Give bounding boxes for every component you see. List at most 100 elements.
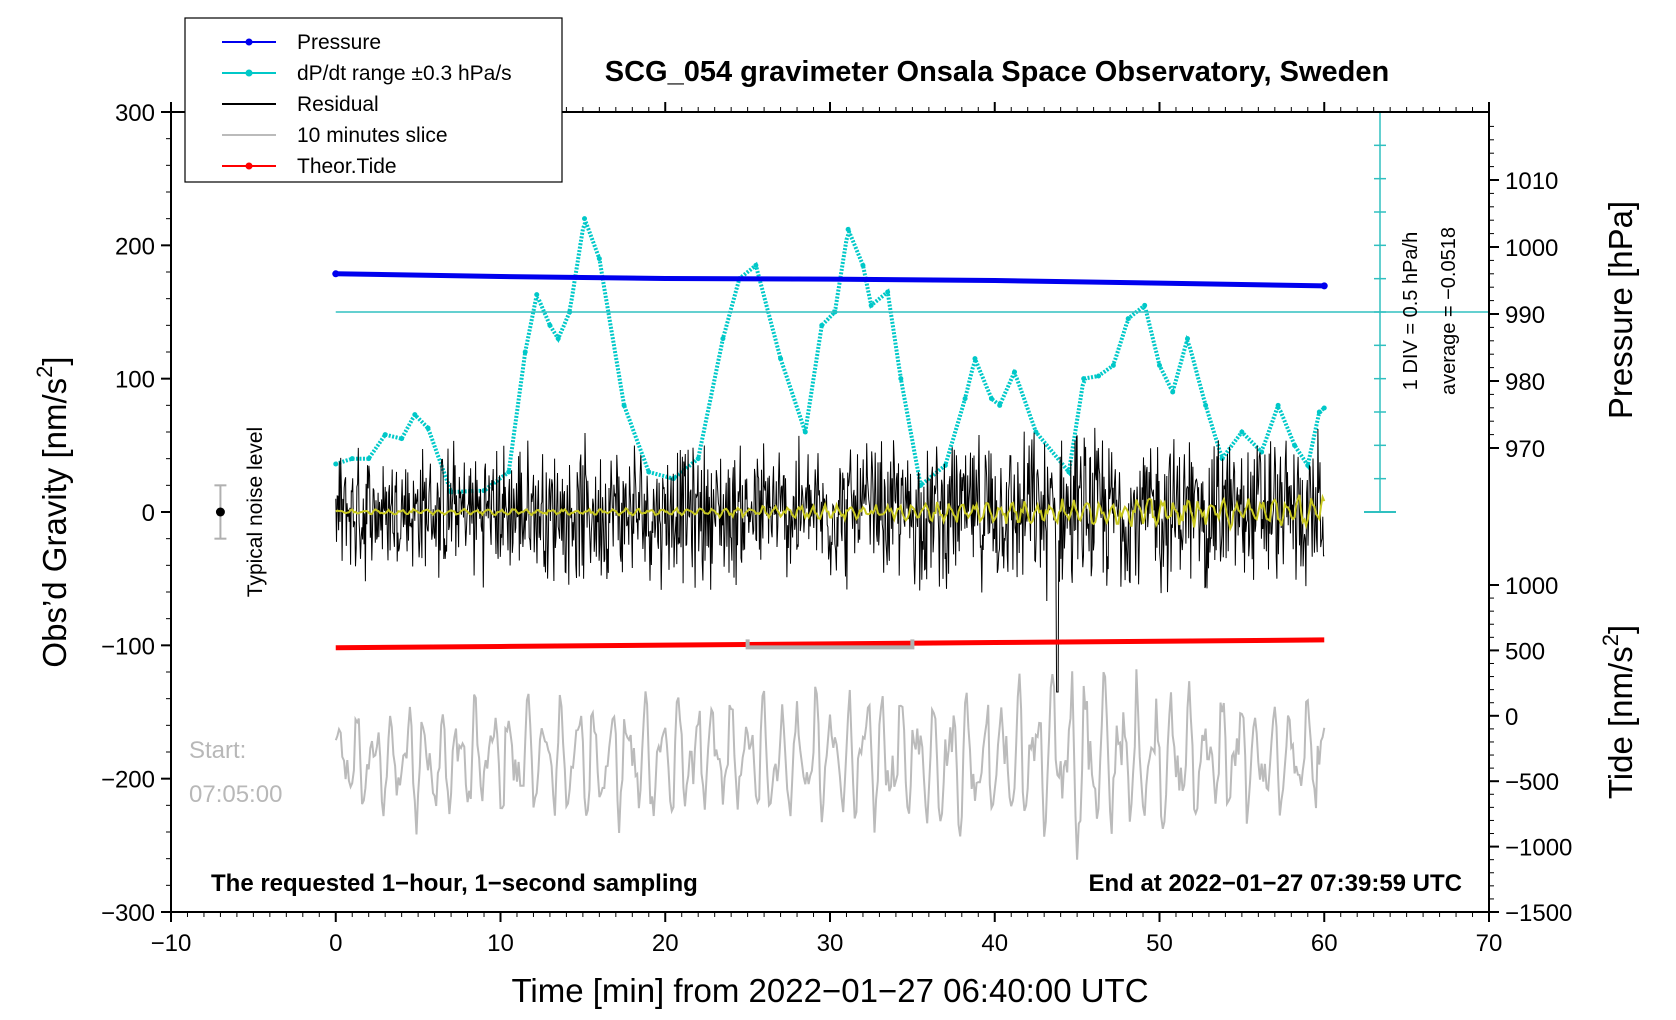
- tide-series-line: [335, 637, 1325, 651]
- noise-level-label: Typical noise level: [244, 427, 267, 597]
- dpdt-point: [898, 376, 904, 382]
- dpdt-point: [1125, 316, 1131, 322]
- y-tick-label: −200: [101, 767, 155, 794]
- dpdt-point: [885, 289, 891, 295]
- x-tick-label: 0: [329, 930, 342, 957]
- svg-text:average = −0.0518: average = −0.0518: [1438, 227, 1460, 395]
- dpdt-point: [1157, 362, 1162, 368]
- legend: Pressure dP/dt range ±0.3 hPa/s Residual 10…: [184, 17, 563, 183]
- x-tick-label: 20: [652, 930, 679, 957]
- dpdt-point: [547, 322, 553, 328]
- dpdt-point: [506, 469, 512, 475]
- x-tick-label: 70: [1476, 930, 1503, 957]
- dpdt-point: [621, 402, 627, 408]
- dpdt-point: [1142, 302, 1148, 308]
- dpdt-scale-label: 1 DIV = 0.5 hPa/h: [1400, 232, 1422, 390]
- dpdt-point: [333, 461, 339, 467]
- dpdt-point: [972, 356, 978, 362]
- dpdt-point: [399, 436, 405, 442]
- dpdt-average-label: average = −0.0518: [1438, 227, 1460, 395]
- dpdt-point: [1096, 373, 1102, 379]
- dpdt-point: [1081, 376, 1087, 382]
- y-tick-label: −300: [101, 900, 155, 927]
- x-axis-label: Time [min] from 2022−01−27 06:40:00 UTC: [511, 972, 1148, 1009]
- end-time-note: End at 2022−01−27 07:39:59 UTC: [1088, 870, 1462, 897]
- dpdt-point: [1170, 389, 1176, 395]
- dpdt-point: [646, 469, 652, 475]
- legend-box: [184, 17, 563, 183]
- legend-marker: [245, 38, 253, 46]
- dpdt-point: [868, 302, 874, 308]
- dpdt-point: [1321, 405, 1327, 411]
- dpdt-point: [522, 349, 528, 355]
- dpdt-point: [778, 356, 784, 362]
- x-tick-label: 30: [817, 930, 844, 957]
- tide-tick-label: 500: [1505, 638, 1545, 665]
- y-tick-label: 100: [115, 367, 155, 394]
- x-tick-label: 10: [487, 930, 514, 957]
- pressure-tick-label: 990: [1505, 302, 1545, 329]
- dpdt-point: [695, 456, 701, 462]
- legend-label: 10 minutes slice: [297, 124, 448, 147]
- dpdt-point: [1239, 429, 1245, 435]
- dpdt-point: [555, 336, 561, 342]
- x-tick-label: 60: [1311, 930, 1338, 957]
- pressure-tick-label: 1010: [1505, 168, 1558, 195]
- svg-text:Obs’d Gravity [nm/s2]: Obs’d Gravity [nm/s2]: [32, 356, 73, 667]
- dpdt-point: [1110, 362, 1116, 368]
- slice-bracket: [745, 639, 915, 650]
- dpdt-point: [1275, 402, 1281, 408]
- x-tick-label: 50: [1146, 930, 1173, 957]
- noise-dot: [215, 507, 225, 517]
- slice-series-line: [334, 669, 1326, 860]
- dpdt-point: [720, 336, 726, 342]
- pressure-series-line: [335, 271, 1325, 289]
- tide-tick-label: −500: [1505, 769, 1559, 796]
- dpdt-point: [534, 292, 540, 298]
- x-tick-label: 40: [981, 930, 1008, 957]
- dpdt-point: [349, 456, 355, 462]
- dpdt-point: [845, 226, 851, 232]
- dpdt-point: [1292, 442, 1298, 448]
- dpdt-point: [860, 262, 866, 268]
- tide-tick-label: 1000: [1505, 573, 1558, 600]
- svg-text:Pressure [hPa]: Pressure [hPa]: [1602, 201, 1639, 419]
- residual-series-line: [335, 427, 1325, 693]
- pressure-tick-label: 980: [1505, 369, 1545, 396]
- tide-axis-label: Tide [nm/s2]: [1598, 625, 1639, 799]
- pressure-point: [332, 270, 340, 278]
- svg-text:Typical noise level: Typical noise level: [244, 427, 267, 597]
- pressure-axis-label: Pressure [hPa]: [1602, 201, 1639, 419]
- svg-text:Tide [nm/s2]: Tide [nm/s2]: [1598, 625, 1639, 799]
- dpdt-point: [997, 402, 1003, 408]
- dpdt-point: [382, 432, 388, 438]
- legend-marker: [245, 162, 253, 170]
- start-time: 07:05:00: [189, 781, 282, 808]
- legend-label: Pressure: [297, 31, 381, 54]
- tide-tick-label: 0: [1505, 704, 1518, 731]
- noise-level-indicator: [214, 484, 227, 540]
- dpdt-point: [962, 396, 968, 402]
- y-tick-label: 300: [115, 100, 155, 127]
- lowpass-series-line: [335, 493, 1326, 532]
- dpdt-point: [988, 396, 994, 402]
- start-label: Start:: [189, 737, 246, 764]
- tide-tick-label: −1000: [1505, 835, 1572, 862]
- dpdt-point: [1185, 336, 1191, 342]
- y-tick-label: 200: [115, 233, 155, 260]
- pressure-tick-label: 1000: [1505, 235, 1558, 262]
- y-tick-label: 0: [142, 500, 155, 527]
- dpdt-point: [582, 216, 588, 222]
- dpdt-point: [1066, 469, 1072, 475]
- y-tick-label: −100: [101, 633, 155, 660]
- pressure-point: [1320, 282, 1328, 290]
- pressure-tick-label: 970: [1505, 436, 1545, 463]
- dpdt-series-line: [335, 215, 1326, 495]
- dpdt-point: [412, 412, 418, 418]
- legend-marker: [245, 69, 253, 77]
- dpdt-point: [1033, 429, 1039, 435]
- dpdt-point: [802, 429, 808, 435]
- dpdt-point: [366, 456, 372, 462]
- dpdt-point: [596, 256, 602, 262]
